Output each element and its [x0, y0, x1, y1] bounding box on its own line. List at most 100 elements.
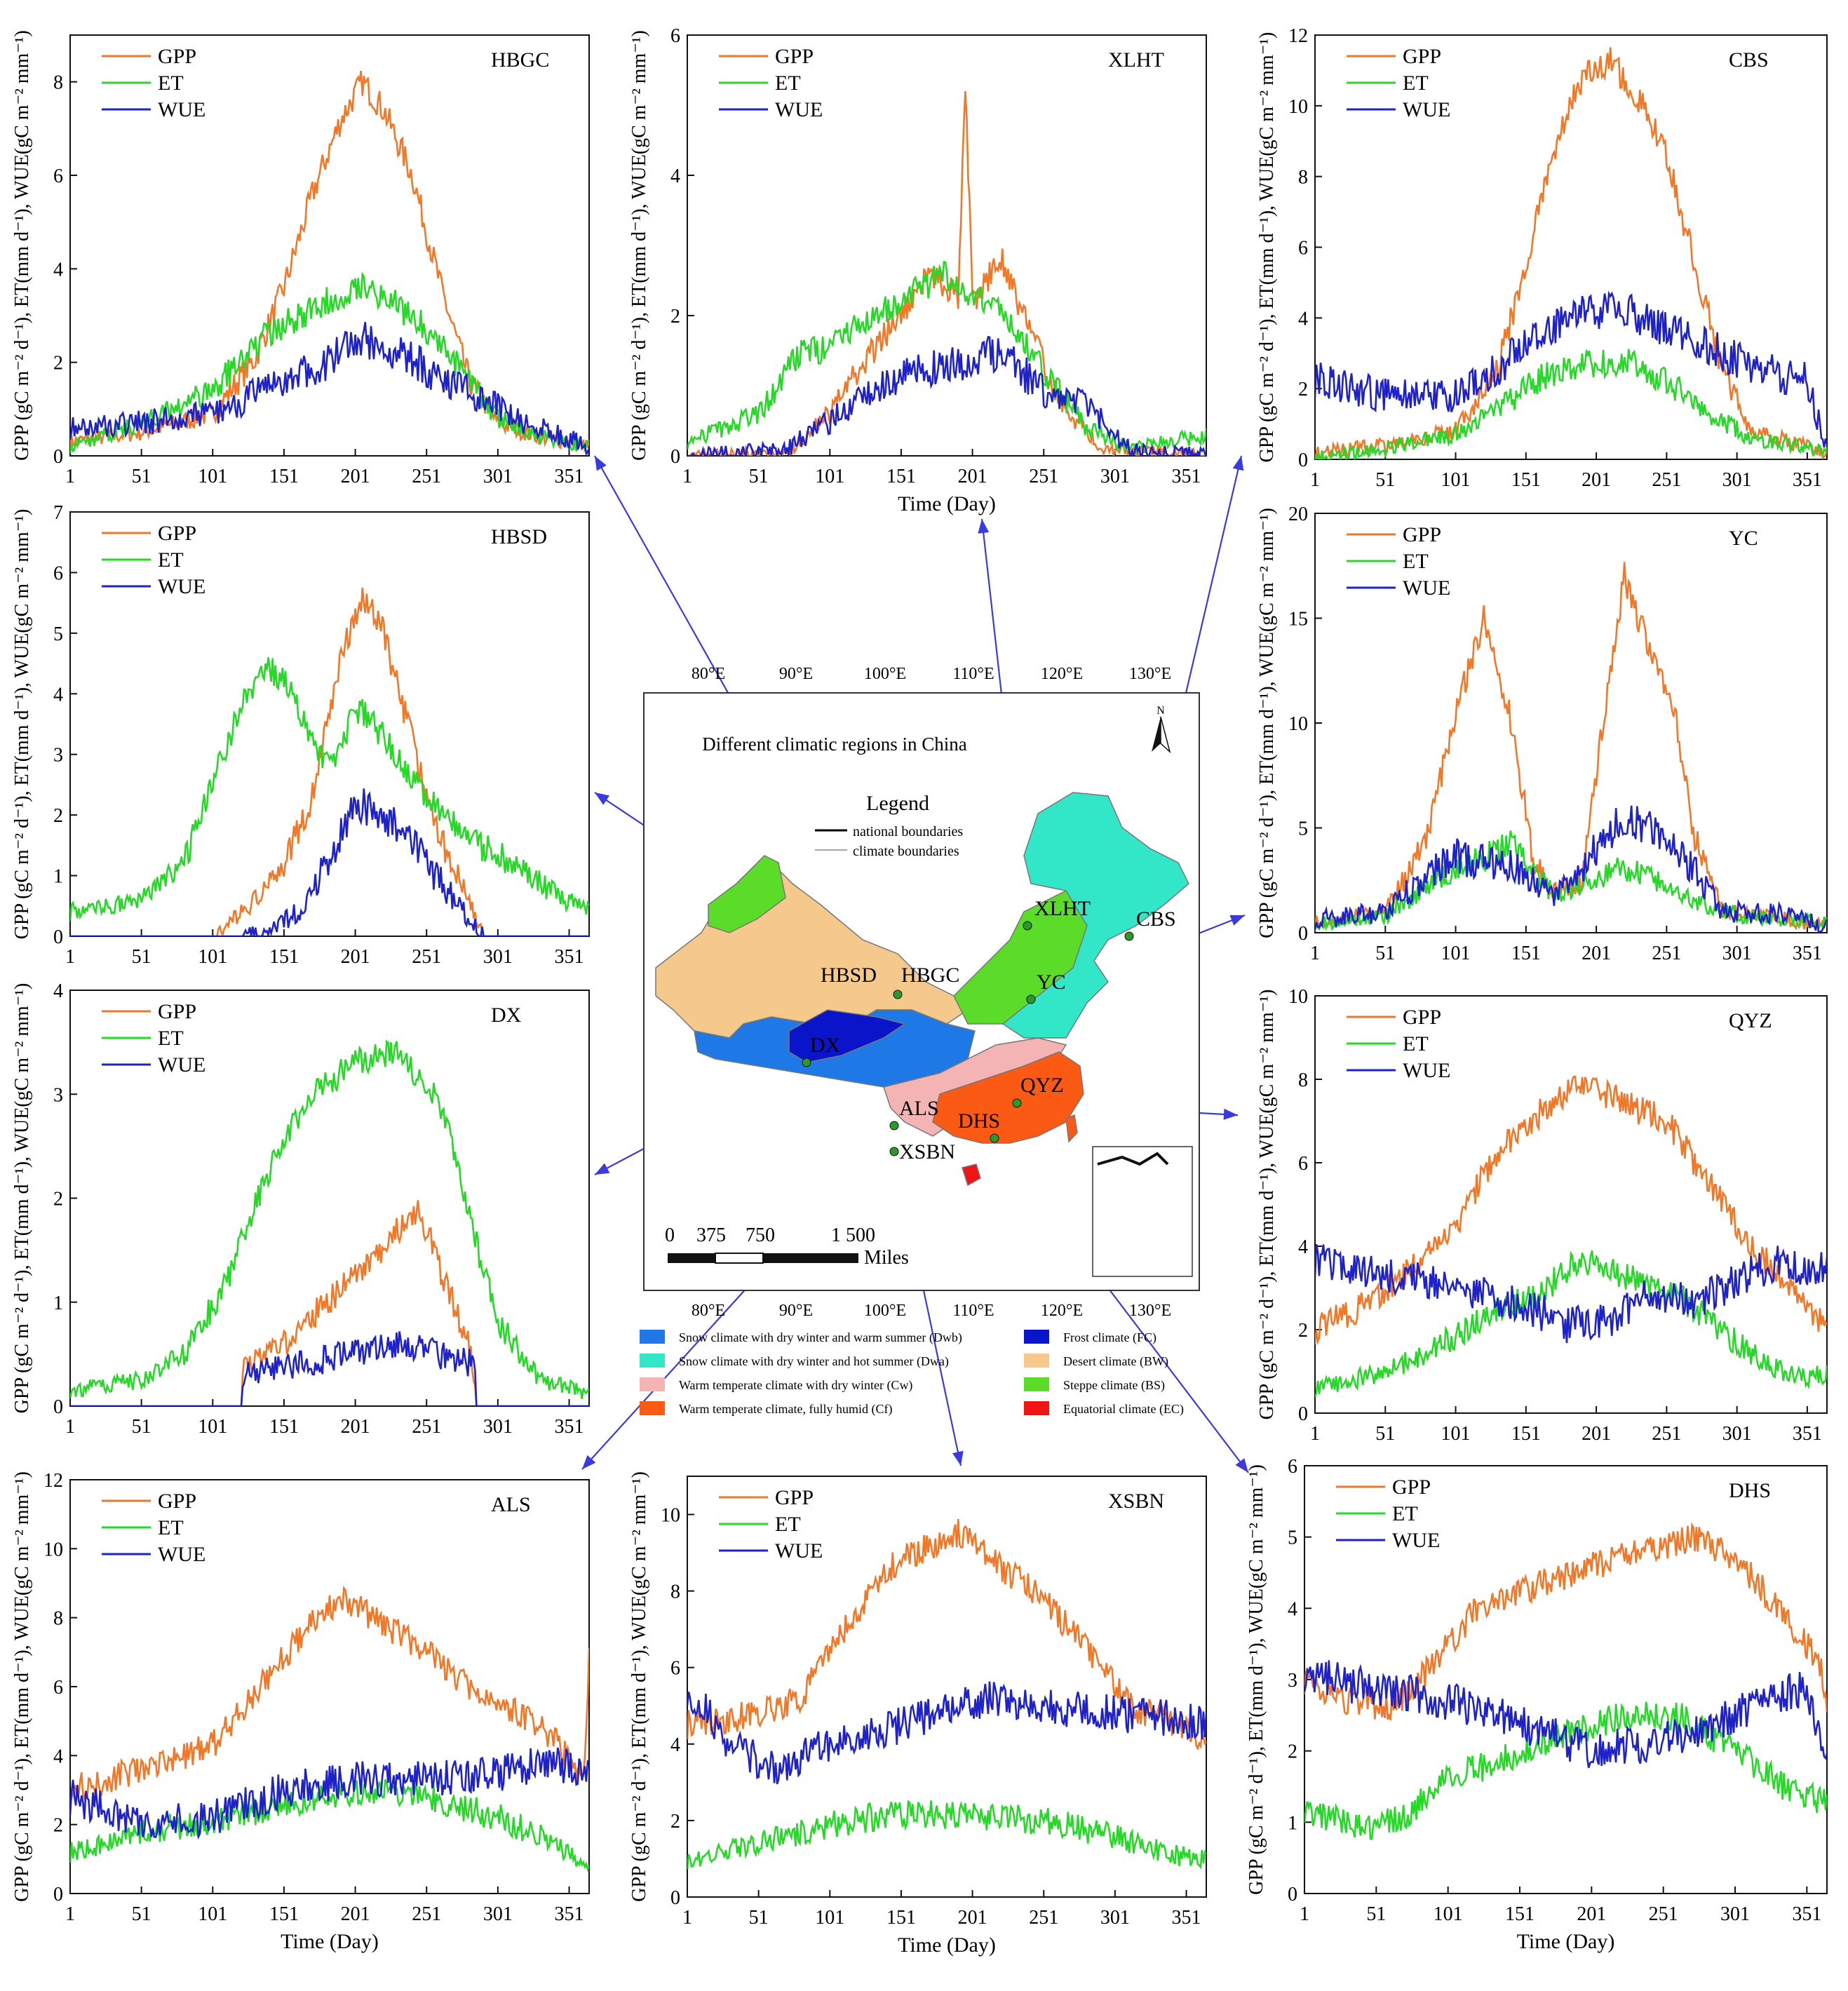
x-tick-label: 151 — [1511, 943, 1541, 964]
y-tick-label: 4 — [670, 1734, 680, 1756]
legend-label: ET — [158, 1516, 184, 1539]
y-axis-label: GPP (gC m⁻² d⁻¹), ET(mm d⁻¹), WUE(gC m⁻²… — [628, 30, 650, 461]
climate-label: Snow climate with dry winter and hot sum… — [679, 1354, 949, 1369]
x-axis-label: Time (Day) — [1517, 1930, 1615, 1953]
legend-label: WUE — [158, 575, 205, 598]
y-tick-label: 6 — [1288, 1456, 1297, 1478]
y-tick-label: 6 — [53, 1677, 63, 1699]
climate-label: Snow climate with dry winter and warm su… — [679, 1330, 962, 1345]
legend-label: ET — [775, 1513, 801, 1536]
plot-frame — [1314, 513, 1828, 933]
series-line-wue — [1315, 290, 1827, 448]
site-title: QYZ — [1729, 1009, 1772, 1032]
site-arrow-head — [582, 1455, 596, 1469]
y-tick-label: 0 — [53, 446, 63, 468]
lon-label: 90°E — [779, 665, 813, 683]
climate-label: Steppe climate (BS) — [1063, 1378, 1165, 1393]
climate-swatch — [640, 1354, 665, 1368]
x-axis-label: Time (Day) — [898, 1933, 996, 1957]
y-tick-label: 0 — [53, 1396, 63, 1418]
x-tick-label: 1 — [1310, 469, 1320, 491]
x-tick-label: 151 — [269, 1416, 299, 1438]
site-title: YC — [1729, 527, 1758, 550]
legend-label: ET — [158, 72, 184, 95]
x-tick-label: 51 — [132, 1903, 151, 1925]
site-arrow-head — [952, 1450, 964, 1466]
site-label: HBSD — [821, 964, 877, 987]
x-tick-label: 151 — [1505, 1903, 1535, 1925]
x-tick-label: 51 — [1366, 1903, 1386, 1925]
y-tick-label: 3 — [1288, 1670, 1297, 1692]
site-arrow-head — [1235, 1458, 1248, 1473]
x-tick-label: 1 — [1310, 943, 1320, 964]
legend-label: WUE — [775, 98, 823, 121]
y-tick-label: 0 — [1298, 923, 1308, 945]
x-tick-label: 201 — [1581, 943, 1611, 964]
y-tick-label: 0 — [1298, 1403, 1308, 1425]
x-tick-label: 201 — [341, 466, 370, 487]
legend-label: WUE — [1403, 98, 1450, 121]
x-tick-label: 51 — [1375, 1423, 1395, 1445]
y-tick-label: 10 — [43, 1539, 63, 1560]
south-china-sea-inset — [1092, 1146, 1193, 1277]
x-tick-label: 301 — [1722, 1423, 1752, 1445]
y-tick-label: 8 — [1298, 1069, 1308, 1091]
x-tick-label: 301 — [1722, 469, 1752, 491]
series-line-wue — [687, 1681, 1206, 1785]
y-tick-label: 6 — [670, 25, 680, 47]
y-tick-label: 3 — [53, 745, 63, 767]
series-line-wue — [70, 788, 589, 936]
x-tick-label: 251 — [1652, 943, 1681, 964]
x-tick-label: 351 — [555, 1903, 584, 1925]
site-label: DHS — [958, 1109, 1000, 1133]
x-tick-label: 301 — [1100, 466, 1130, 487]
x-tick-label: 251 — [1652, 469, 1681, 491]
x-tick-label: 101 — [198, 946, 227, 968]
x-tick-label: 151 — [886, 1907, 916, 1929]
map-legend-title: Legend — [866, 792, 929, 815]
y-tick-label: 6 — [53, 562, 63, 584]
y-axis-label: GPP (gC m⁻² d⁻¹), ET(mm d⁻¹), WUE(gC m⁻²… — [11, 983, 33, 1414]
x-tick-label: 251 — [1029, 466, 1058, 487]
legend-label: GPP — [1403, 45, 1441, 68]
series-line-wue — [70, 1747, 589, 1840]
x-tick-label: 101 — [1441, 943, 1471, 964]
lon-label: 110°E — [952, 665, 994, 683]
series-line-gpp — [70, 587, 589, 936]
site-title: DHS — [1729, 1479, 1771, 1502]
plot-frame — [69, 990, 590, 1407]
x-tick-label: 51 — [132, 466, 151, 487]
legend-label: GPP — [1403, 1006, 1441, 1029]
region-dwa — [1001, 792, 1189, 1039]
site-title: HBGC — [491, 48, 549, 72]
x-tick-label: 51 — [1375, 469, 1395, 491]
site-label: YC — [1037, 971, 1066, 994]
lon-label: 100°E — [864, 665, 906, 683]
plot-frame — [687, 34, 1207, 457]
site-title: ALS — [491, 1493, 531, 1516]
x-tick-label: 251 — [412, 466, 441, 487]
climate-swatch — [1024, 1401, 1049, 1415]
x-tick-label: 301 — [1100, 1907, 1130, 1929]
y-axis-label: GPP (gC m⁻² d⁻¹), ET(mm d⁻¹), WUE(gC m⁻²… — [11, 1471, 33, 1902]
series-line-gpp — [1315, 562, 1827, 931]
series-line-et — [70, 657, 589, 922]
scale-label: 750 — [746, 1224, 775, 1246]
region-frost — [788, 1009, 906, 1063]
legend-label: ET — [158, 548, 184, 572]
y-tick-label: 12 — [43, 1470, 63, 1492]
x-tick-label: 351 — [1793, 469, 1822, 491]
map-lon-top: 80°E 90°E 100°E 110°E 120°E 130°E — [692, 665, 1171, 683]
lon-label: 80°E — [692, 1302, 725, 1320]
site-label: HBGC — [901, 964, 959, 987]
y-tick-label: 0 — [53, 1884, 63, 1905]
x-tick-label: 301 — [483, 1903, 513, 1925]
legend-label: GPP — [775, 1486, 814, 1509]
x-tick-label: 1 — [682, 466, 692, 487]
x-tick-label: 201 — [1577, 1903, 1606, 1925]
y-tick-label: 8 — [1298, 167, 1308, 189]
boundary-label: national boundaries — [853, 824, 963, 839]
